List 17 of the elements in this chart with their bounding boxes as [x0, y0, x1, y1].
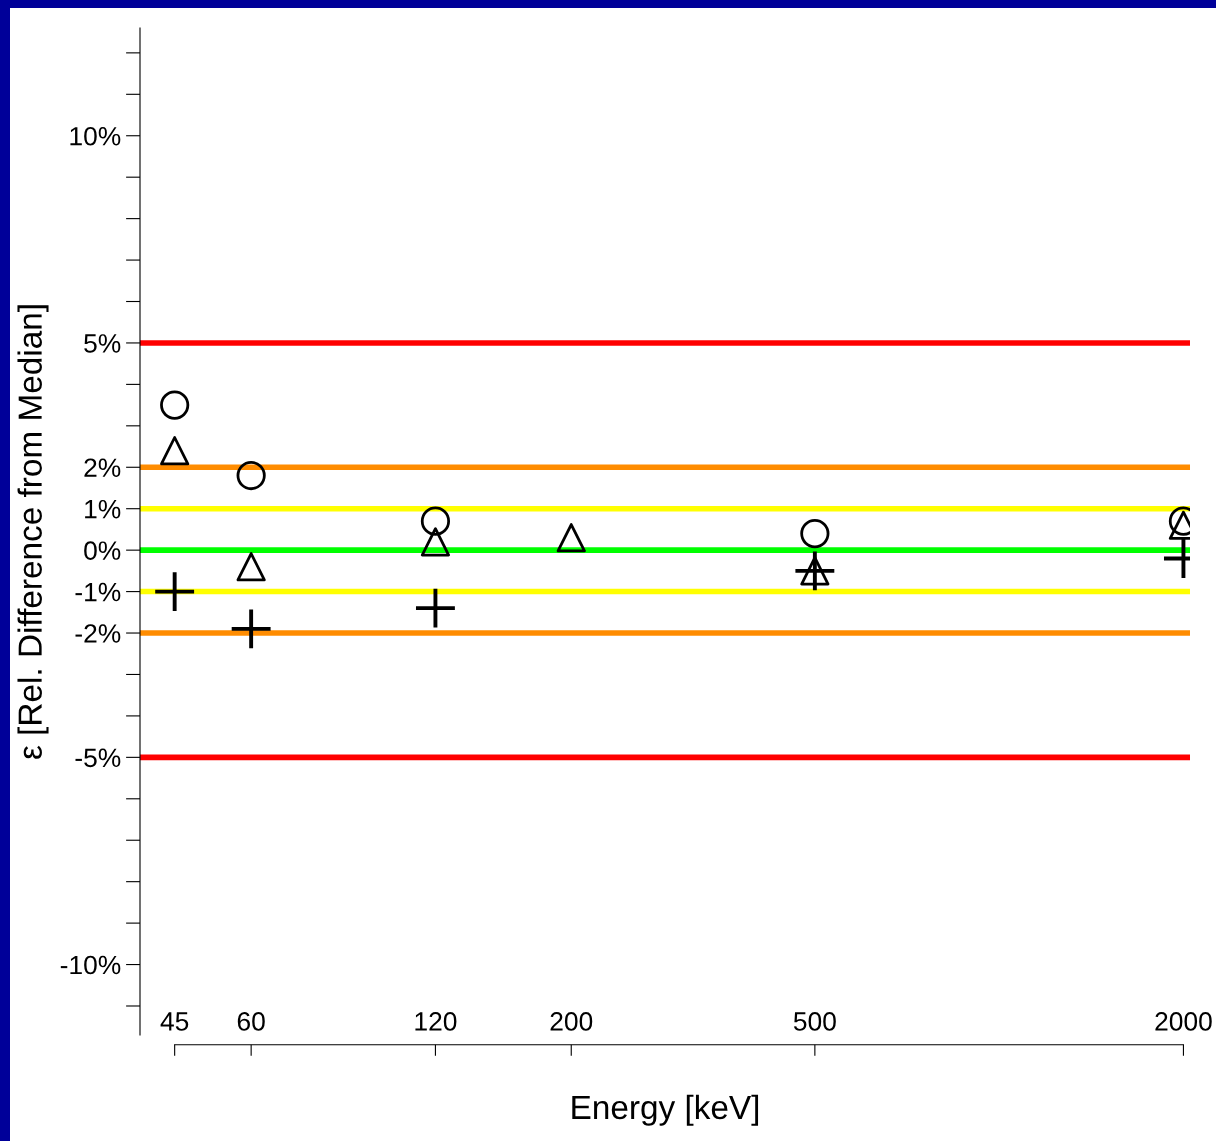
y-tick-label: 10%: [70, 126, 121, 146]
y-tick-label: -2%: [75, 624, 121, 643]
y-tick-label: 0%: [84, 541, 121, 560]
y-tick-label: 2%: [84, 458, 121, 477]
x-axis-title: Energy [keV]: [572, 1094, 759, 1126]
y-tick-label: -10%: [60, 955, 121, 975]
x-tick-label: 2000: [1155, 1012, 1212, 1031]
y-tick-label: -5%: [75, 748, 121, 768]
x-tick-label: 60: [237, 1012, 265, 1031]
x-tick-label: 200: [550, 1012, 593, 1031]
x-tick-label: 120: [415, 1012, 457, 1031]
x-tick-label: 500: [793, 1012, 836, 1031]
y-tick-label: -1%: [75, 582, 121, 602]
x-tick-label: 45: [160, 1012, 189, 1031]
y-axis-title: ε [Rel. Difference from Median]: [17, 305, 49, 759]
y-tick-label: 1%: [85, 499, 121, 519]
y-tick-label: 5%: [84, 334, 121, 353]
